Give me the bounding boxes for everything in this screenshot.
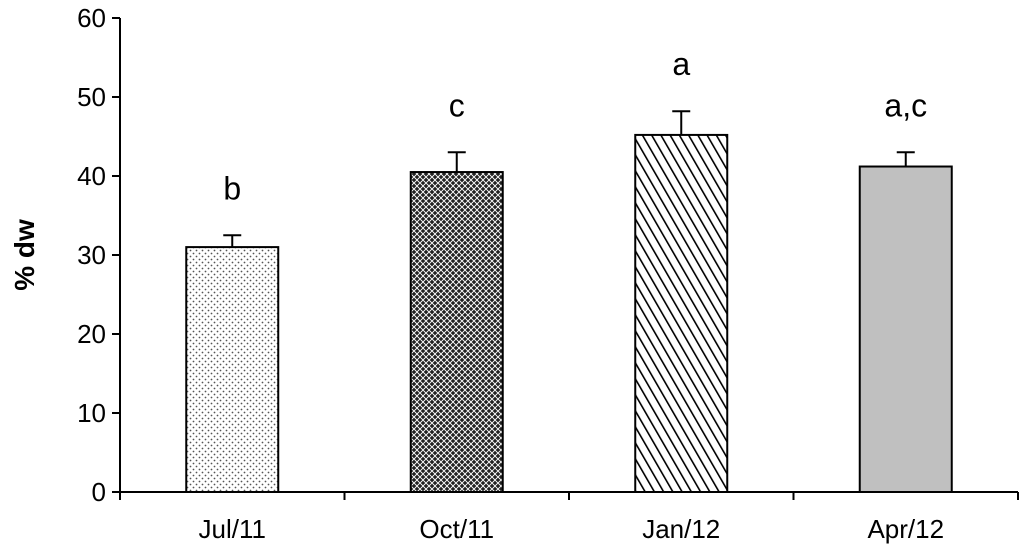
y-tick-label: 0 bbox=[92, 477, 106, 507]
x-tick-label: Apr/12 bbox=[867, 514, 944, 544]
error-bar bbox=[672, 110, 691, 135]
significance-label: b bbox=[223, 170, 241, 206]
x-tick-label: Oct/11 bbox=[419, 514, 494, 544]
error-bar bbox=[447, 151, 466, 173]
x-tick-label: Jul/11 bbox=[199, 514, 266, 544]
error-bars bbox=[223, 110, 915, 248]
significance-labels: b c a a,c bbox=[223, 46, 927, 206]
error-bar bbox=[223, 234, 242, 248]
y-tick-label: 30 bbox=[77, 240, 106, 270]
y-tick-label: 40 bbox=[77, 161, 106, 191]
y-tick-label: 60 bbox=[77, 3, 106, 33]
error-bar bbox=[896, 151, 915, 167]
y-tick-label: 50 bbox=[77, 82, 106, 112]
significance-label: a,c bbox=[884, 87, 927, 123]
bar-oct-11 bbox=[409, 171, 504, 494]
bar-apr-12 bbox=[858, 165, 953, 494]
bars bbox=[185, 133, 953, 494]
y-tick-label: 10 bbox=[77, 398, 106, 428]
x-tick-labels: Jul/11 Oct/11 Jan/12 Apr/12 bbox=[199, 514, 945, 544]
significance-label: c bbox=[449, 87, 465, 123]
bar-jan-12 bbox=[634, 133, 729, 493]
y-axis-title: % dw bbox=[9, 219, 40, 291]
y-ticks: 0 10 20 30 40 50 60 bbox=[77, 3, 120, 507]
y-tick-label: 20 bbox=[77, 319, 106, 349]
x-ticks bbox=[119, 492, 1019, 500]
bar-jul-11 bbox=[185, 246, 280, 493]
significance-label: a bbox=[672, 46, 690, 82]
x-tick-label: Jan/12 bbox=[642, 514, 720, 544]
